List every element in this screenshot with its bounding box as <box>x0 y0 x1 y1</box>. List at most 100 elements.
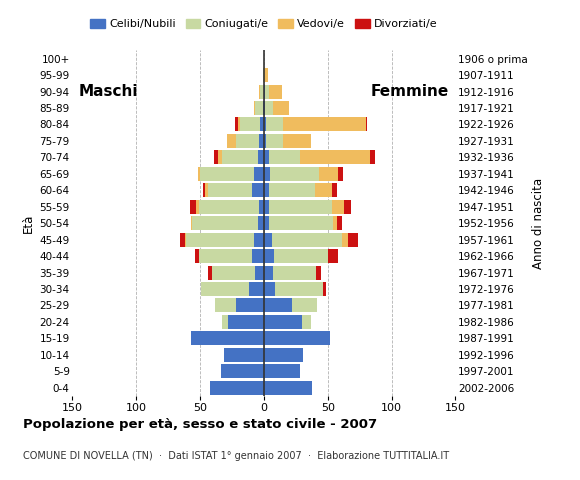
Text: COMUNE DI NOVELLA (TN)  ·  Dati ISTAT 1° gennaio 2007  ·  Elaborazione TUTTITALI: COMUNE DI NOVELLA (TN) · Dati ISTAT 1° g… <box>23 451 450 461</box>
Bar <box>315 183 332 197</box>
Bar <box>338 167 343 181</box>
Bar <box>208 265 212 279</box>
Bar <box>292 299 317 312</box>
Bar <box>220 364 264 378</box>
Bar <box>264 84 265 98</box>
Bar <box>200 167 253 181</box>
Text: Femmine: Femmine <box>371 84 449 99</box>
Bar <box>345 200 351 214</box>
Bar <box>263 101 264 115</box>
Bar <box>252 249 264 263</box>
Bar <box>259 134 264 148</box>
Bar <box>322 282 327 296</box>
Bar <box>264 68 268 82</box>
Bar <box>270 167 319 181</box>
Bar <box>266 118 283 132</box>
Bar <box>265 101 273 115</box>
Bar <box>264 331 330 346</box>
Bar <box>191 216 193 230</box>
Bar <box>319 167 338 181</box>
Bar <box>300 150 370 164</box>
Bar <box>264 381 313 395</box>
Bar <box>366 118 367 132</box>
Bar <box>264 134 266 148</box>
Bar <box>215 299 236 312</box>
Bar <box>185 233 186 247</box>
Bar <box>186 233 253 247</box>
Bar <box>332 183 336 197</box>
Bar <box>302 315 311 329</box>
Bar <box>258 150 264 164</box>
Y-axis label: Età: Età <box>22 214 35 233</box>
Bar <box>348 233 358 247</box>
Bar <box>332 200 345 214</box>
Bar <box>269 84 282 98</box>
Bar <box>218 150 222 164</box>
Bar <box>264 200 269 214</box>
Bar <box>259 84 260 98</box>
Bar <box>214 150 218 164</box>
Bar <box>212 265 255 279</box>
Text: Popolazione per età, sesso e stato civile - 2007: Popolazione per età, sesso e stato civil… <box>23 418 378 431</box>
Bar <box>260 118 264 132</box>
Bar <box>273 101 289 115</box>
Bar <box>264 348 303 362</box>
Bar <box>198 167 200 181</box>
Bar <box>259 200 264 214</box>
Bar <box>264 233 271 247</box>
Bar <box>211 381 264 395</box>
Bar <box>274 249 328 263</box>
Bar <box>264 299 292 312</box>
Bar <box>258 216 264 230</box>
Bar <box>255 265 264 279</box>
Bar <box>263 68 264 82</box>
Bar <box>205 183 208 197</box>
Bar <box>191 331 264 346</box>
Bar <box>264 183 269 197</box>
Bar <box>222 150 258 164</box>
Bar <box>336 216 342 230</box>
Bar <box>264 167 270 181</box>
Bar <box>238 118 240 132</box>
Bar <box>180 233 185 247</box>
Bar <box>193 216 258 230</box>
Legend: Celibi/Nubili, Coniugati/e, Vedovi/e, Divorziati/e: Celibi/Nubili, Coniugati/e, Vedovi/e, Di… <box>86 14 442 34</box>
Bar <box>253 101 255 115</box>
Bar <box>265 84 269 98</box>
Bar <box>269 200 332 214</box>
Bar <box>190 200 196 214</box>
Bar <box>253 167 264 181</box>
Bar <box>253 233 264 247</box>
Bar <box>260 84 264 98</box>
Bar <box>227 134 236 148</box>
Bar <box>342 233 348 247</box>
Bar <box>264 265 273 279</box>
Bar <box>276 282 322 296</box>
Bar <box>264 364 300 378</box>
Bar <box>252 183 264 197</box>
Bar <box>266 134 283 148</box>
Bar <box>195 249 199 263</box>
Bar <box>273 265 316 279</box>
Bar <box>228 315 264 329</box>
Y-axis label: Anno di nascita: Anno di nascita <box>532 178 545 269</box>
Bar <box>271 233 342 247</box>
Bar <box>224 348 264 362</box>
Bar <box>333 216 336 230</box>
Bar <box>370 150 375 164</box>
Bar <box>316 265 321 279</box>
Bar <box>269 183 315 197</box>
Bar <box>222 315 228 329</box>
Bar <box>199 200 259 214</box>
Bar <box>255 101 263 115</box>
Bar <box>234 118 238 132</box>
Bar <box>202 183 205 197</box>
Bar <box>199 249 252 263</box>
Bar <box>283 118 366 132</box>
Text: Maschi: Maschi <box>79 84 139 99</box>
Bar <box>269 216 333 230</box>
Bar <box>264 150 269 164</box>
Bar <box>236 299 264 312</box>
Bar <box>264 118 266 132</box>
Bar <box>208 183 252 197</box>
